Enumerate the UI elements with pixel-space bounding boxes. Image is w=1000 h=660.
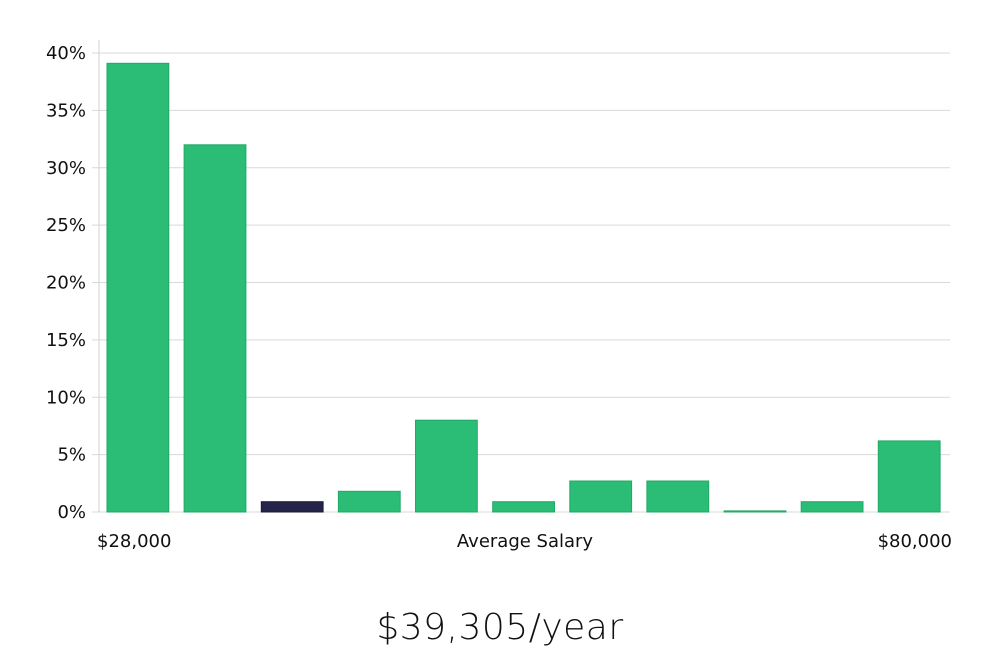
y-tick-label: 40%: [46, 43, 86, 64]
x-axis-title: Average Salary: [457, 531, 594, 552]
y-tick-label: 25%: [46, 215, 86, 236]
y-tick-label: 20%: [46, 273, 86, 294]
bar: [183, 144, 247, 513]
bar: [106, 62, 170, 513]
bar: [646, 480, 710, 513]
y-tick-label: 0%: [57, 502, 86, 523]
average-salary-summary: $39,305/year: [376, 607, 624, 648]
y-tick-label: 5%: [57, 445, 86, 466]
bar: [569, 480, 633, 513]
x-max-label: $80,000: [878, 531, 952, 552]
salary-histogram: 0% 5% 10% 15% 20% 25% 30% 35% 40% $28,000 Averag…: [46, 40, 952, 552]
y-tick-label: 35%: [46, 100, 86, 121]
bar-highlighted: [260, 501, 324, 513]
bar: [877, 440, 941, 513]
x-axis-labels: $28,000 Average Salary $80,000: [97, 531, 952, 552]
bar: [800, 501, 864, 513]
bar: [723, 510, 787, 513]
x-min-label: $28,000: [97, 531, 171, 552]
y-tick-label: 15%: [46, 330, 86, 351]
bar: [337, 490, 401, 513]
bars: [106, 62, 941, 513]
y-tick-labels: 0% 5% 10% 15% 20% 25% 30% 35% 40%: [46, 43, 86, 523]
y-tick-label: 30%: [46, 158, 86, 179]
bar: [492, 501, 556, 513]
y-tick-label: 10%: [46, 387, 86, 408]
bar: [415, 419, 478, 513]
